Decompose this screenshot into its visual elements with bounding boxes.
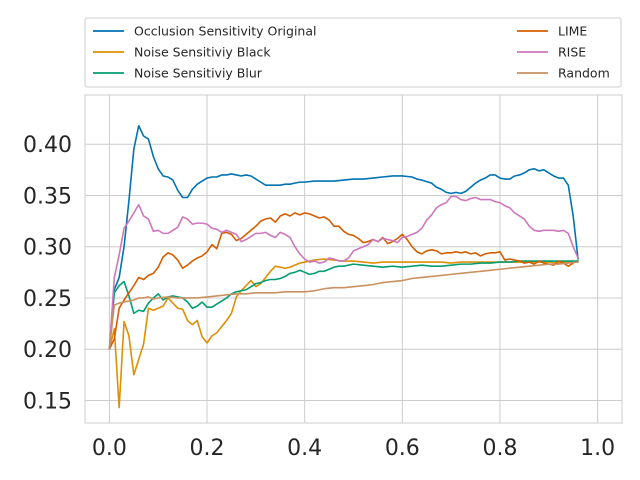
legend-label: RISE bbox=[558, 45, 586, 60]
legend-label: LIME bbox=[558, 24, 587, 39]
series-lines bbox=[108, 124, 579, 409]
series-line-3 bbox=[108, 212, 574, 351]
legend-item: RISE bbox=[517, 45, 586, 60]
legend-label: Occlusion Sensitivity Original bbox=[134, 24, 316, 39]
legend-item: Random bbox=[517, 66, 610, 81]
x-tick-label: 0.6 bbox=[385, 436, 420, 461]
y-tick-label: 0.35 bbox=[23, 184, 72, 209]
plot-frame bbox=[84, 94, 623, 424]
x-tick-label: 0.2 bbox=[190, 436, 225, 461]
x-tick-label: 0.0 bbox=[92, 436, 127, 461]
x-axis-tick-labels: 0.0 0.2 0.4 0.6 0.8 1.0 bbox=[92, 436, 615, 461]
y-tick-label: 0.20 bbox=[23, 338, 72, 363]
legend: Occlusion Sensitivity Original Noise Sens… bbox=[84, 17, 622, 88]
series-line-1 bbox=[108, 258, 579, 409]
y-tick-label: 0.30 bbox=[23, 236, 72, 261]
legend-label: Noise Sensitiviy Black bbox=[134, 45, 271, 60]
series-line-0 bbox=[108, 124, 579, 351]
x-tick-label: 1.0 bbox=[580, 436, 615, 461]
series-line-4 bbox=[108, 195, 579, 351]
y-axis-tick-labels: 0.15 0.20 0.25 0.30 0.35 0.40 bbox=[23, 133, 72, 414]
legend-item: LIME bbox=[517, 24, 587, 39]
legend-item: Noise Sensitiviy Blur bbox=[93, 66, 263, 81]
grid bbox=[85, 95, 622, 423]
series-line-5 bbox=[108, 261, 579, 351]
legend-label: Random bbox=[558, 66, 610, 81]
y-tick-label: 0.15 bbox=[23, 389, 72, 414]
legend-frame bbox=[84, 17, 622, 88]
legend-item: Noise Sensitiviy Black bbox=[93, 45, 271, 60]
x-tick-label: 0.4 bbox=[287, 436, 322, 461]
y-tick-label: 0.25 bbox=[23, 287, 72, 312]
series-line-2 bbox=[108, 260, 579, 351]
x-tick-label: 0.8 bbox=[482, 436, 517, 461]
legend-label: Noise Sensitiviy Blur bbox=[134, 66, 263, 81]
y-tick-label: 0.40 bbox=[23, 133, 72, 158]
legend-item: Occlusion Sensitivity Original bbox=[93, 24, 316, 39]
